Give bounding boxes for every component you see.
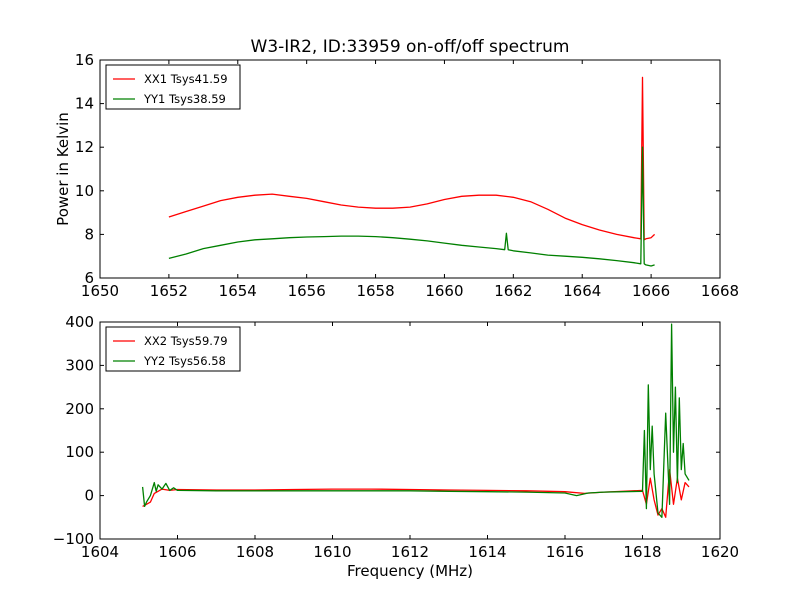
x-tick-label: 1652 — [150, 282, 188, 300]
x-tick-label: 1656 — [288, 282, 326, 300]
bottom-plot: 1604 1606 1608 1610 1612 1614 1616 1618 1620 −100… — [53, 313, 739, 580]
x-axis-label: Frequency (MHz) — [347, 562, 473, 580]
x-tick-label: 1616 — [546, 543, 584, 561]
x-tick-label: 1606 — [158, 543, 196, 561]
series-line-yy — [168, 146, 655, 267]
y-tick-label: 14 — [75, 95, 94, 113]
x-tick-label: 1658 — [356, 282, 394, 300]
top-plot: 1650 1652 1654 1656 1658 1660 1662 1664 1666 1668… — [54, 51, 739, 300]
x-tick-label: 1650 — [81, 282, 119, 300]
series-line-xx — [168, 76, 656, 241]
x-tick-label: 1654 — [219, 282, 257, 300]
x-tick-label: 1618 — [623, 543, 661, 561]
legend-label: XX1 Tsys41.59 — [144, 72, 228, 86]
x-tick-label: 1662 — [494, 282, 532, 300]
x-tick-label: 1614 — [468, 543, 506, 561]
y-tick-label: 400 — [65, 313, 94, 331]
y-tick-label: 16 — [75, 51, 94, 69]
x-tick-label: 1604 — [81, 543, 119, 561]
legend-label: YY2 Tsys56.58 — [143, 354, 226, 368]
y-tick-label: 200 — [65, 400, 94, 418]
y-tick-label: 10 — [75, 182, 94, 200]
legend-box — [105, 64, 241, 110]
legend-box — [105, 326, 241, 372]
series-line-yy — [141, 323, 690, 518]
plot-frame — [99, 59, 721, 279]
x-tick-label: 1664 — [563, 282, 601, 300]
x-tick-label: 1666 — [632, 282, 670, 300]
y-tick-label: −100 — [53, 530, 94, 548]
y-tick-label: 100 — [65, 443, 94, 461]
y-tick-label: 8 — [84, 225, 94, 243]
y-tick-label: 6 — [84, 269, 94, 287]
series-line-xx — [142, 468, 690, 518]
x-tick-label: 1620 — [701, 543, 739, 561]
legend-label: XX2 Tsys59.79 — [144, 334, 228, 348]
x-tick-label: 1660 — [425, 282, 463, 300]
y-tick-label: 0 — [84, 487, 94, 505]
y-axis-label: Power in Kelvin — [54, 112, 72, 226]
x-tick-label: 1608 — [236, 543, 274, 561]
x-tick-label: 1668 — [701, 282, 739, 300]
y-tick-label: 300 — [65, 356, 94, 374]
legend-label: YY1 Tsys38.59 — [143, 92, 226, 106]
x-tick-label: 1612 — [391, 543, 429, 561]
y-tick-label: 12 — [75, 138, 94, 156]
chart-title: W3-IR2, ID:33959 on-off/off spectrum — [251, 37, 570, 57]
x-tick-label: 1610 — [313, 543, 351, 561]
